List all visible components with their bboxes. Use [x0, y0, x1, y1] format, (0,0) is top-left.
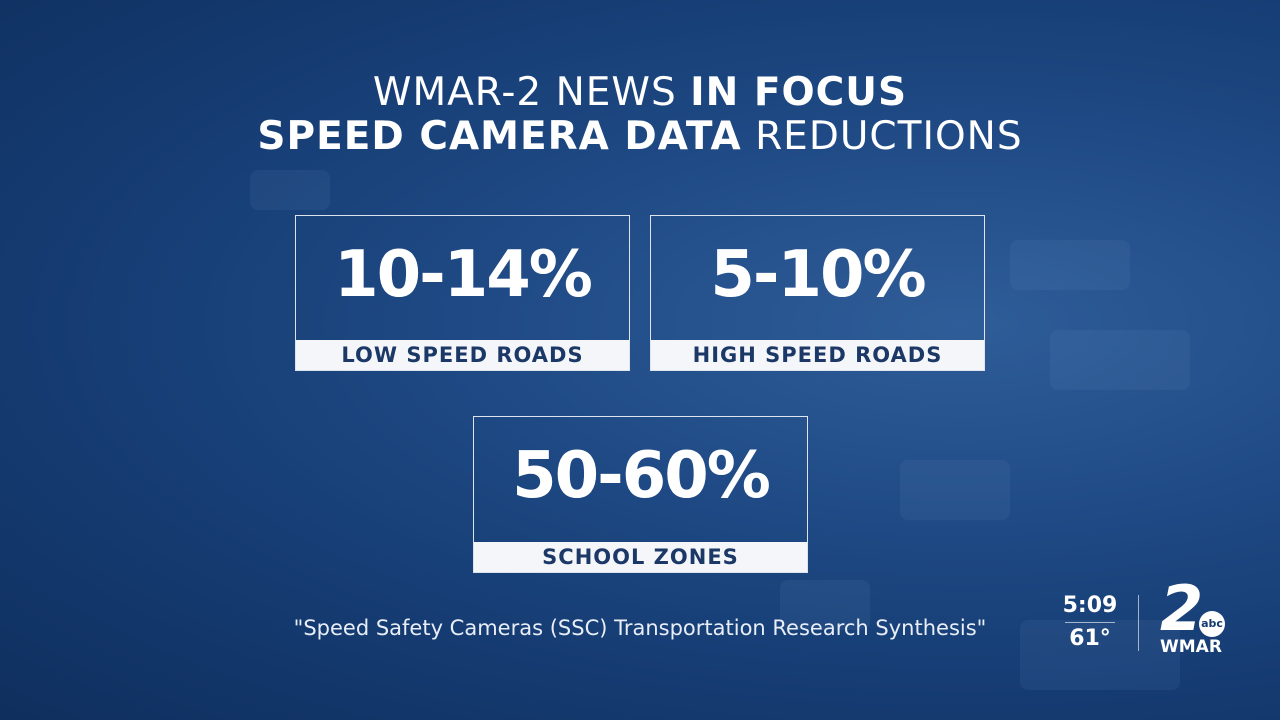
title-regular: REDUCTIONS: [755, 114, 1023, 159]
stat-box: 5-10% HIGH SPEED ROADS: [650, 215, 985, 371]
title-bold: SPEED CAMERA DATA: [257, 114, 742, 159]
title-bold: IN FOCUS: [690, 70, 908, 115]
stat-label: SCHOOL ZONES: [474, 542, 807, 572]
stat-box: 10-14% LOW SPEED ROADS: [295, 215, 630, 371]
source-citation: "Speed Safety Cameras (SSC) Transportati…: [293, 616, 987, 640]
stat-value: 10-14%: [334, 238, 593, 312]
logo-station: WMAR: [1160, 637, 1222, 657]
divider: [1138, 595, 1139, 651]
divider: [1065, 622, 1115, 623]
background-key: [1020, 620, 1180, 690]
background-key: [1050, 330, 1190, 390]
time: 5:09: [1062, 593, 1118, 618]
logo-network: abc: [1199, 611, 1225, 637]
background-key: [900, 460, 1010, 520]
background-key: [250, 170, 330, 210]
logo-number: 2: [1160, 572, 1203, 645]
stat-value: 50-60%: [512, 439, 771, 513]
stat-box: 50-60% SCHOOL ZONES: [473, 416, 808, 573]
background-key: [1010, 240, 1130, 290]
stat-label: HIGH SPEED ROADS: [651, 340, 984, 370]
title-line-2: SPEED CAMERA DATA REDUCTIONS: [0, 114, 1280, 159]
stat-value: 5-10%: [710, 238, 926, 312]
temperature: 61°: [1069, 626, 1111, 651]
background-key: [780, 580, 870, 630]
stat-label: LOW SPEED ROADS: [296, 340, 629, 370]
title-regular: WMAR-2 NEWS: [372, 70, 677, 115]
title-line-1: WMAR-2 NEWS IN FOCUS: [0, 70, 1280, 115]
